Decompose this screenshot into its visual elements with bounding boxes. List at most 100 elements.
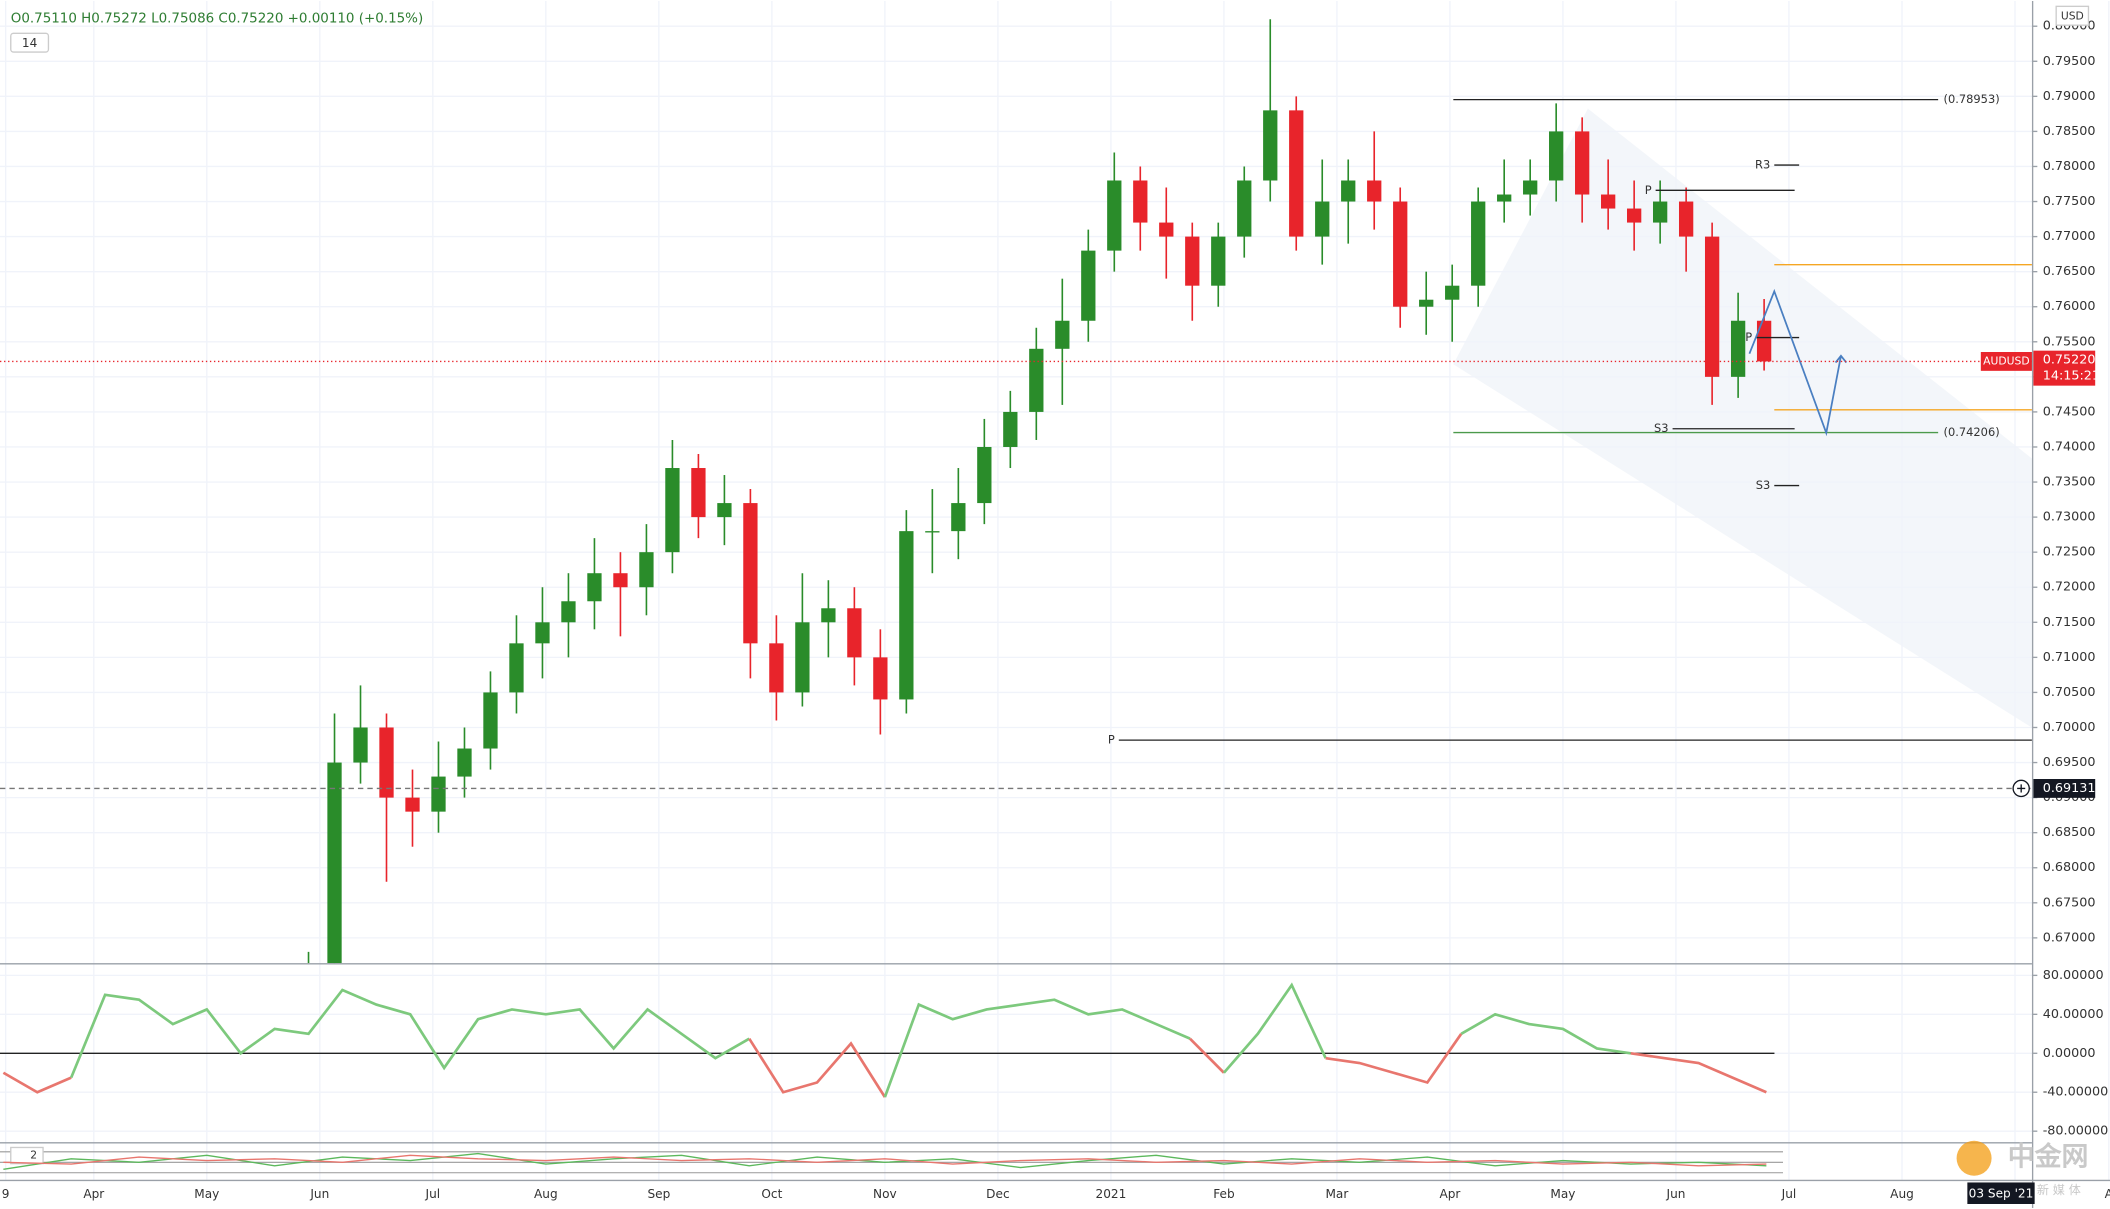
- x-tick-label: Dec: [986, 1187, 1009, 1201]
- candle-body: [795, 622, 810, 693]
- last-price-badge: [2033, 350, 2096, 386]
- candle-body: [639, 552, 654, 588]
- candle-body: [483, 692, 498, 749]
- indicator-badge[interactable]: [10, 32, 50, 53]
- oscillator-line: [1630, 1051, 1767, 1094]
- candle-body: [1029, 348, 1044, 412]
- candle-body: [769, 643, 784, 693]
- candle-body: [405, 797, 420, 812]
- currency-badge[interactable]: [2055, 5, 2090, 26]
- y-tick-label: 0.70500: [2043, 685, 2096, 700]
- level-label: P: [1108, 733, 1115, 747]
- oscillator-line: [1189, 1037, 1225, 1074]
- candle-body: [1315, 201, 1330, 237]
- y-tick-label: 0.76000: [2043, 299, 2096, 314]
- y-tick-label: 0.78000: [2043, 159, 2096, 174]
- candle-body: [691, 468, 706, 518]
- y-tick-label: 0.78500: [2043, 124, 2096, 139]
- x-tick-label: 2021: [1095, 1187, 1126, 1201]
- level-label: (0.78953): [1944, 92, 2000, 106]
- watermark-sub: 新 媒 体: [2037, 1182, 2081, 1197]
- candle-body: [873, 657, 888, 700]
- oscillator-line: [1325, 1033, 1463, 1085]
- candle-body: [1730, 320, 1746, 377]
- x-tick-label: A: [2105, 1187, 2110, 1201]
- candle-body: [1393, 201, 1408, 307]
- currency-label[interactable]: USD: [2061, 9, 2084, 22]
- x-tick-label: Aug: [1890, 1187, 1914, 1201]
- watermark: 中金网: [2008, 1141, 2089, 1173]
- y-tick-label: 80.00000: [2043, 968, 2104, 983]
- indicator-badge-label[interactable]: 14: [22, 36, 38, 50]
- candle-body: [717, 503, 732, 518]
- x-tick-label: Jun: [1666, 1187, 1686, 1201]
- candle-body: [353, 727, 368, 763]
- y-tick-label: 0.74500: [2043, 404, 2096, 419]
- y-tick-label: 0.73500: [2043, 475, 2096, 490]
- indicator-line: [3, 1154, 1767, 1167]
- candle-body: [665, 468, 680, 553]
- y-tick-label: 0.77500: [2043, 194, 2096, 209]
- level-label: (0.74206): [1944, 425, 2000, 439]
- overlay: 9 Apr May Jun Jul Aug Sep Oct Nov Dec 2021 Feb Mar Ap…: [0, 19, 2110, 1201]
- y-tick-label: 0.73000: [2043, 510, 2096, 525]
- y-tick-label: -40.00000: [2043, 1085, 2109, 1100]
- y-tick-label: 0.79000: [2043, 89, 2096, 104]
- x-tick-label: Oct: [761, 1187, 782, 1201]
- oscillator-line: [69, 988, 750, 1079]
- indicator-badge[interactable]: [10, 1146, 44, 1165]
- x-tick-label: Jul: [425, 1187, 441, 1201]
- candle-body: [1185, 236, 1200, 286]
- oscillator-line: [1222, 982, 1327, 1074]
- candle-body: [1756, 320, 1772, 362]
- candle-body: [613, 573, 628, 588]
- y-tick-label: 0.67500: [2043, 895, 2096, 910]
- last-price-label: 0.75220: [2043, 353, 2096, 368]
- x-tick-label: 9: [2, 1187, 10, 1201]
- x-tick-label: May: [194, 1187, 219, 1201]
- candle-body: [1652, 201, 1668, 223]
- x-tick-label: Sep: [647, 1187, 670, 1201]
- candle-body: [951, 503, 966, 532]
- oscillator-line: [2, 1071, 72, 1094]
- crosshair-label: 0.69131: [2043, 781, 2096, 796]
- level-label: P: [1645, 183, 1652, 197]
- oscillator-line: [1460, 1012, 1631, 1055]
- candle-body: [1471, 201, 1486, 286]
- crosshair-badge: [2033, 779, 2096, 798]
- candle-body: [1575, 131, 1590, 195]
- y-tick-label: -80.00000: [2043, 1124, 2109, 1139]
- y-tick-label: 0.72000: [2043, 580, 2096, 595]
- x-tick-label: Jul: [1781, 1187, 1797, 1201]
- projection-arrowhead: [1834, 354, 1848, 364]
- date-badge: [1967, 1182, 2035, 1204]
- y-tick-label: 0.71000: [2043, 650, 2096, 665]
- y-tick-label: 0.69500: [2043, 755, 2096, 770]
- candle-body: [1133, 180, 1148, 223]
- x-tick-label: Apr: [83, 1187, 104, 1201]
- indicator-badge-label[interactable]: 2: [30, 1149, 37, 1162]
- countdown-label: 14:15:21: [2043, 369, 2100, 384]
- y-tick-label: 0.68500: [2043, 825, 2096, 840]
- crosshair-add-icon: [2017, 784, 2026, 793]
- x-tick-label: Apr: [1439, 1187, 1460, 1201]
- candle-body: [1367, 180, 1382, 202]
- candle-body: [1601, 194, 1616, 209]
- level-label: P: [1745, 330, 1752, 344]
- candle-body: [1081, 250, 1096, 321]
- x-tick-label: Nov: [873, 1187, 897, 1201]
- trend-channel: [1453, 108, 2032, 728]
- x-tick-label: Mar: [1325, 1187, 1348, 1201]
- y-tick-label: 0.74000: [2043, 439, 2096, 454]
- candle-body: [1107, 180, 1122, 251]
- projection-path: [1748, 288, 1842, 437]
- y-tick-label: 0.77000: [2043, 229, 2096, 244]
- candle-body: [1341, 180, 1356, 202]
- candle-body: [977, 446, 992, 504]
- y-tick-label: 0.67000: [2043, 930, 2096, 945]
- candle-body: [847, 608, 862, 658]
- symbol-label: AUDUSD: [1983, 354, 2029, 367]
- candle-body: [743, 503, 758, 644]
